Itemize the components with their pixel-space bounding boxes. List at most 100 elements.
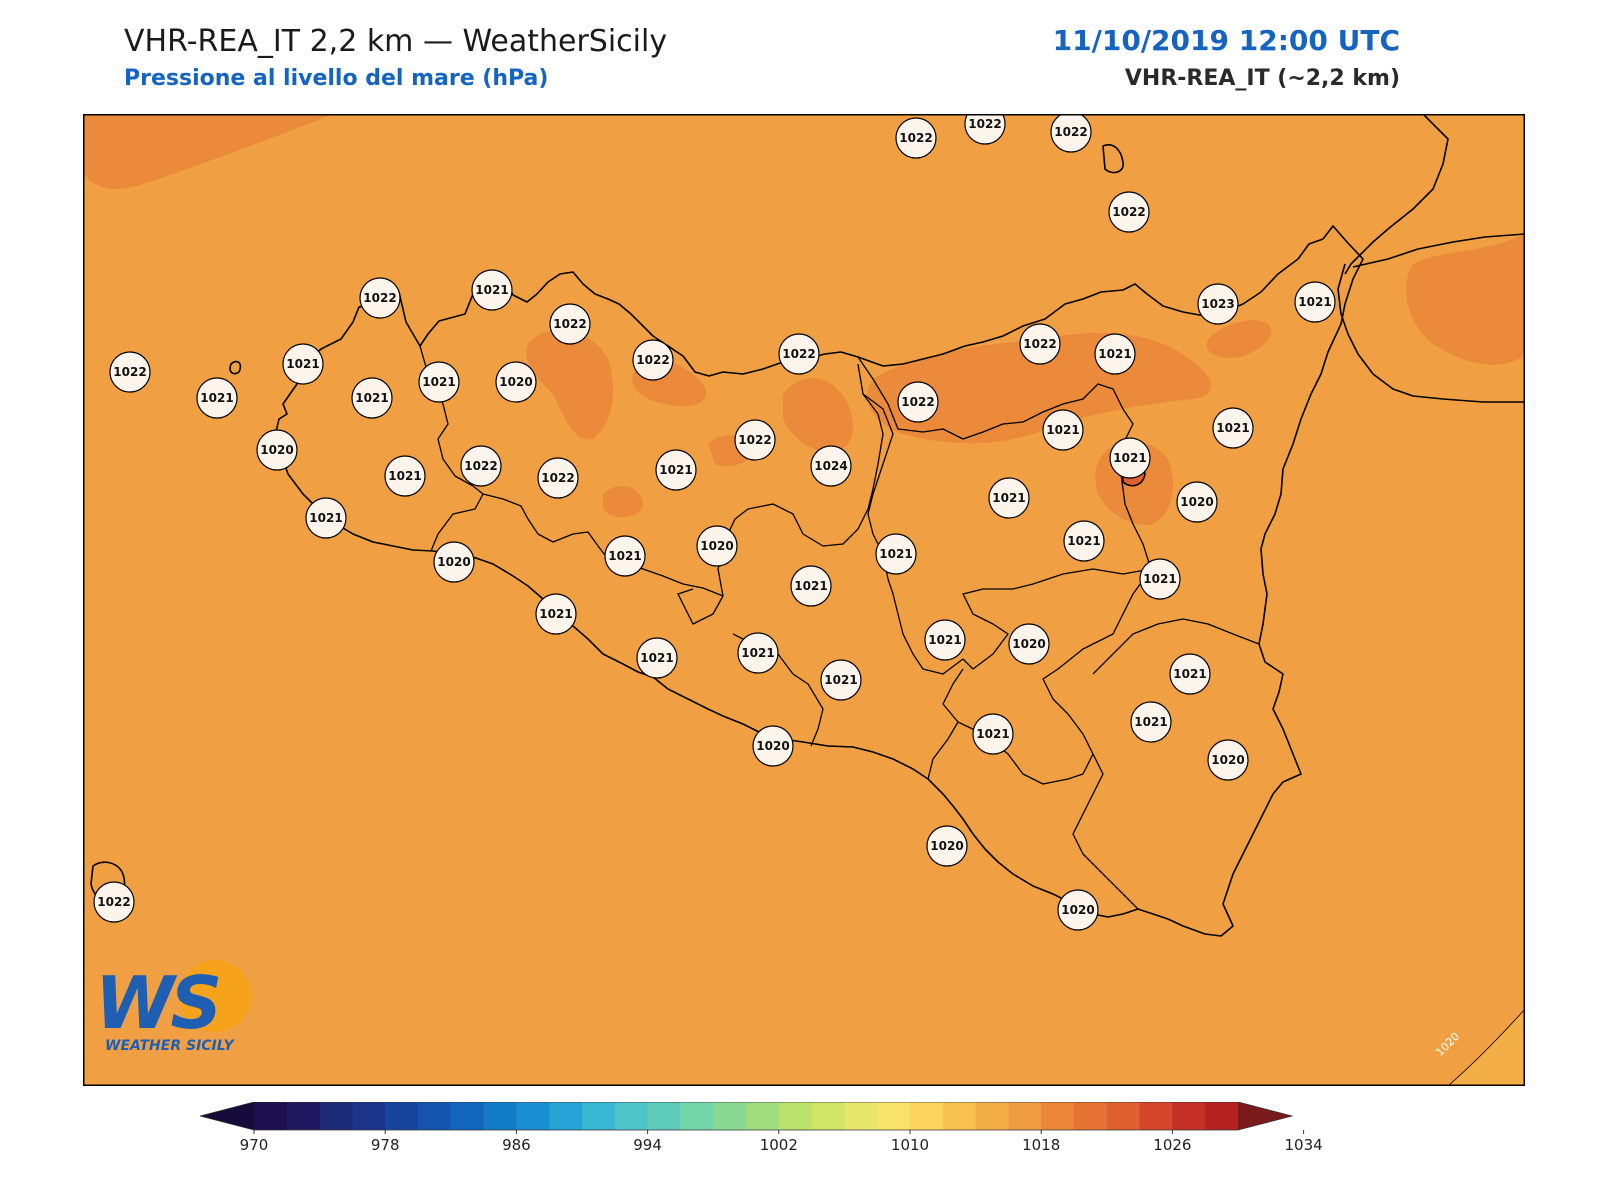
- station-value: 1021: [879, 547, 912, 561]
- stromboli-island: [1102, 144, 1124, 174]
- station-marker: [305, 497, 347, 539]
- station-marker: [1050, 114, 1092, 153]
- station-marker: [1197, 283, 1239, 325]
- station-value: 1022: [782, 347, 815, 361]
- station-label: 1021: [1169, 653, 1211, 695]
- station-marker: [926, 825, 968, 867]
- station-value: 1020: [437, 555, 470, 569]
- station-value: 1021: [992, 491, 1025, 505]
- station-label: 1022: [460, 445, 502, 487]
- station-marker: [810, 445, 852, 487]
- station-label: 1022: [632, 339, 674, 381]
- station-marker: [1176, 481, 1218, 523]
- border-catania-south: [1092, 618, 1260, 675]
- station-label: 1021: [1294, 281, 1336, 323]
- station-marker: [93, 881, 135, 923]
- sicily-coastline: [274, 225, 1364, 937]
- station-value: 1021: [1173, 667, 1206, 681]
- station-value: 1022: [541, 471, 574, 485]
- station-value: 1021: [1216, 421, 1249, 435]
- colorbar-over-arrow: [1238, 1102, 1292, 1130]
- map-title: VHR-REA_IT 2,2 km — WeatherSicily: [124, 24, 668, 59]
- station-label: 1022: [549, 303, 591, 345]
- station-label: 1021: [351, 377, 393, 419]
- station-marker: [1139, 558, 1181, 600]
- colorbar-cell: [352, 1102, 386, 1130]
- station-value: 1022: [968, 117, 1001, 131]
- station-marker: [1130, 701, 1172, 743]
- station-value: 1022: [738, 433, 771, 447]
- colorbar-cell: [811, 1102, 845, 1130]
- station-value: 1022: [97, 895, 130, 909]
- station-value: 1022: [901, 395, 934, 409]
- station-marker: [897, 381, 939, 423]
- colorbar-tick-label: 978: [371, 1136, 400, 1154]
- station-value: 1020: [1180, 495, 1213, 509]
- station-label: 1022: [537, 457, 579, 499]
- station-label: 1021: [924, 619, 966, 661]
- station-marker: [433, 541, 475, 583]
- station-label: 1021: [988, 477, 1030, 519]
- station-value: 1021: [741, 646, 774, 660]
- station-label: 1021: [305, 497, 347, 539]
- station-marker: [924, 619, 966, 661]
- pressure-map: 1020 1022 1022 1022 1022 1022 1021 1022 1022 102…: [83, 114, 1525, 1086]
- station-marker: [351, 377, 393, 419]
- station-marker: [537, 457, 579, 499]
- station-label: 1020: [256, 429, 298, 471]
- station-marker: [632, 339, 674, 381]
- station-value: 1021: [1067, 534, 1100, 548]
- station-value: 1020: [700, 539, 733, 553]
- station-marker: [359, 277, 401, 319]
- station-value: 1022: [1054, 125, 1087, 139]
- station-marker: [1212, 407, 1254, 449]
- station-value: 1021: [1098, 347, 1131, 361]
- station-label: 1022: [1108, 191, 1150, 233]
- station-marker: [1094, 333, 1136, 375]
- calabria-coast-east: [1337, 263, 1525, 403]
- map-frame: [83, 114, 1525, 1086]
- station-label: 1021: [1130, 701, 1172, 743]
- station-marker: [988, 477, 1030, 519]
- colorbar-tick-label: 994: [633, 1136, 662, 1154]
- station-label: 1021: [1139, 558, 1181, 600]
- station-marker: [655, 449, 697, 491]
- station-marker: [790, 565, 832, 607]
- station-marker: [737, 632, 779, 674]
- station-label: 1021: [1042, 409, 1084, 451]
- colorbar-tick-label: 1034: [1285, 1136, 1323, 1154]
- station-value: 1020: [260, 443, 293, 457]
- station-label: 1020: [1176, 481, 1218, 523]
- station-value: 1021: [309, 511, 342, 525]
- colorbar-cell: [1041, 1102, 1075, 1130]
- colorbar-tick-label: 970: [240, 1136, 269, 1154]
- logo-sun-icon: [179, 960, 251, 1032]
- station-value: 1020: [930, 839, 963, 853]
- station-label: 1021: [471, 269, 513, 311]
- colorbar-tick-label: 1002: [760, 1136, 798, 1154]
- station-label: 1021: [1212, 407, 1254, 449]
- station-value: 1021: [608, 549, 641, 563]
- station-label: 1021: [790, 565, 832, 607]
- colorbar-cell: [844, 1102, 878, 1130]
- station-value: 1020: [1211, 753, 1244, 767]
- station-label: 1021: [655, 449, 697, 491]
- station-value: 1021: [1113, 451, 1146, 465]
- station-label: 1021: [535, 593, 577, 635]
- station-value: 1021: [539, 607, 572, 621]
- station-label: 1020: [926, 825, 968, 867]
- station-value: 1021: [388, 469, 421, 483]
- border-catania-enna: [962, 568, 1152, 670]
- station-label: 1020: [1008, 623, 1050, 665]
- station-marker: [282, 343, 324, 385]
- station-marker: [460, 445, 502, 487]
- station-label: 1021: [820, 659, 862, 701]
- coastlines: [90, 114, 1525, 937]
- station-label: 1020: [1057, 889, 1099, 931]
- colorbar-cell: [614, 1102, 649, 1130]
- station-value: 1021: [928, 633, 961, 647]
- station-marker: [1207, 739, 1249, 781]
- border-palermo-caltanissetta: [717, 363, 884, 597]
- high-pressure-patch-central: [783, 377, 853, 453]
- border-messina-enna: [857, 356, 1152, 570]
